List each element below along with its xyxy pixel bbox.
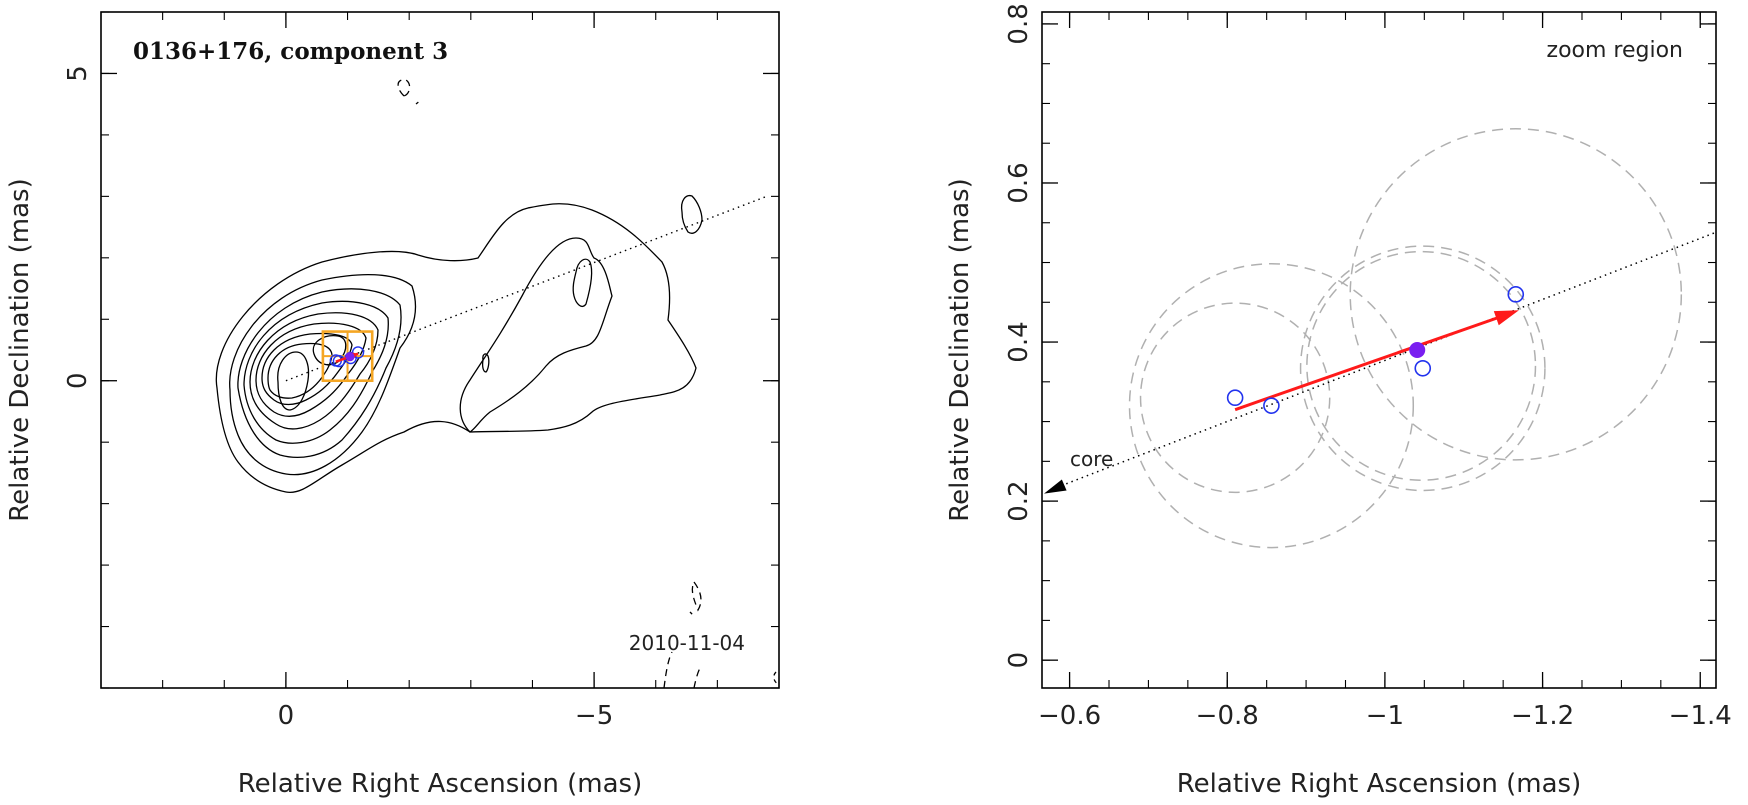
epoch-label: 2010-11-04	[629, 631, 745, 655]
left-component-markers	[329, 346, 365, 368]
core-label: core	[1070, 447, 1113, 471]
core-direction-arrow	[1044, 479, 1067, 494]
contour-jet-tip	[680, 194, 703, 234]
contour-negative-6	[773, 671, 779, 685]
contour-level-4	[243, 300, 389, 444]
contour-jet-knot-2	[572, 258, 593, 308]
left-y-axis-label: Relative Declination (mas)	[5, 178, 35, 521]
jet-axis	[1055, 231, 1717, 489]
left-jet-axis-line	[285, 195, 767, 382]
uncertainty-circles	[1128, 128, 1683, 549]
zoom-region-label: zoom region	[1547, 38, 1683, 63]
contour-level-8	[267, 342, 333, 399]
mean-position-marker	[1409, 342, 1426, 358]
uncertainty-circle	[1349, 128, 1683, 461]
motion-vector-head	[1493, 310, 1519, 326]
x-tick-label: −1.4	[1669, 701, 1732, 731]
left-x-axis-label: Relative Right Ascension (mas)	[238, 769, 642, 799]
component-marker	[1414, 359, 1432, 377]
uncertainty-circle	[1306, 250, 1537, 481]
contour-level-7	[261, 332, 353, 406]
y-tick-label: 0.4	[1004, 321, 1034, 362]
contour-level-5	[249, 312, 379, 430]
x-tick-label: −5	[575, 701, 613, 731]
right-x-axis-label: Relative Right Ascension (mas)	[1177, 769, 1581, 799]
jet-axis	[285, 195, 767, 382]
y-tick-label: 0.6	[1004, 162, 1034, 203]
contour-level-3	[237, 288, 402, 458]
right-component-markers	[1226, 286, 1525, 414]
contour-map-panel: 0 −550 0136+176, compone	[5, 11, 780, 799]
contour-level-1	[215, 203, 697, 494]
contour-knot-1	[312, 335, 347, 366]
component-marker	[1226, 389, 1244, 407]
x-tick-label: −1	[1366, 701, 1404, 731]
contour-negative-1	[397, 79, 411, 97]
x-tick-label: −0.8	[1196, 701, 1259, 731]
left-axis-ticks: 0 −5 5 0	[63, 11, 780, 731]
uncertainty-circle	[1299, 245, 1546, 492]
y-tick-label: 0.8	[1004, 3, 1034, 44]
contour-negative-3	[691, 581, 702, 612]
contour-negative-5	[689, 611, 695, 617]
right-jet-axis-line	[1044, 231, 1717, 494]
x-tick-label: −0.6	[1038, 701, 1101, 731]
y-tick-label: 5	[63, 65, 93, 82]
x-tick-label: 0	[278, 701, 295, 731]
contour-jet-outer	[459, 237, 613, 433]
right-plot-frame	[1041, 11, 1717, 689]
zoom-region-panel: −0.6 −0.8 −1 −1.2 −1.4 0 0.2 0.4 0.6 0.8 zoom reg…	[945, 3, 1732, 799]
uncertainty-circle	[1128, 263, 1415, 549]
contour-level-2	[229, 273, 417, 476]
y-tick-label: 0	[63, 372, 93, 389]
left-plot-frame	[100, 11, 780, 689]
mean-position-marker	[345, 352, 355, 362]
source-title: 0136+176, component 3	[133, 38, 448, 65]
contour-inner-core	[277, 351, 310, 411]
contour-lines	[215, 79, 779, 689]
y-tick-label: 0.2	[1004, 480, 1034, 521]
component-marker	[332, 354, 346, 368]
right-y-axis-label: Relative Declination (mas)	[945, 178, 975, 521]
contour-negative-2	[415, 99, 422, 105]
contour-negative-4	[663, 651, 701, 689]
component-marker	[351, 346, 365, 359]
right-axis-ticks: −0.6 −0.8 −1 −1.2 −1.4 0 0.2 0.4 0.6 0.8	[1004, 3, 1732, 731]
x-tick-label: −1.2	[1511, 701, 1574, 731]
contour-level-6	[255, 322, 367, 417]
uncertainty-circle	[1139, 302, 1331, 494]
component-marker	[1263, 397, 1280, 414]
y-tick-label: 0	[1004, 652, 1034, 669]
contour-jet-knot-3	[481, 353, 490, 373]
motion-vector	[1234, 313, 1506, 412]
right-motion-vector	[1234, 310, 1519, 412]
component-marker	[1507, 286, 1525, 303]
